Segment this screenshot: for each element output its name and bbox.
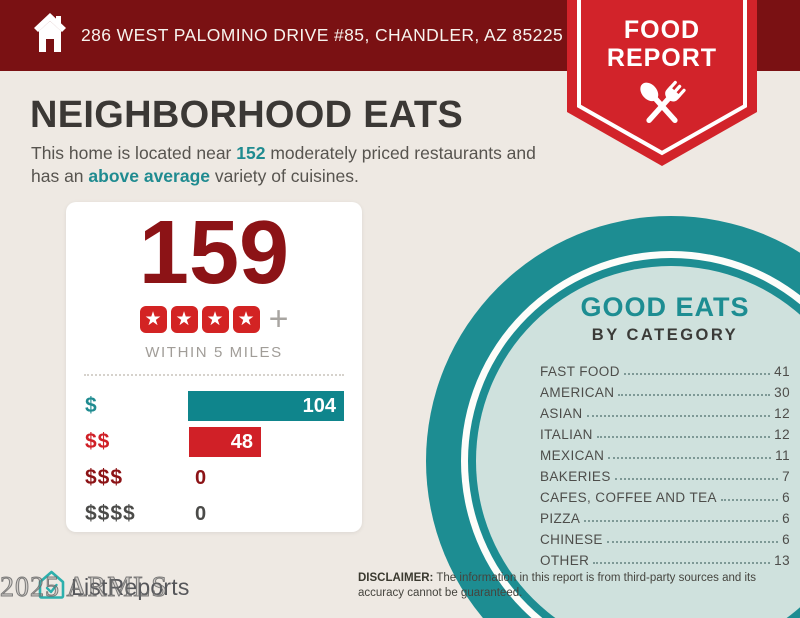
dotted-leader bbox=[586, 415, 771, 417]
price-row: $$$ 0 bbox=[85, 463, 344, 493]
house-icon bbox=[33, 12, 67, 59]
star-icon: ★ bbox=[170, 305, 198, 333]
dotted-leader bbox=[606, 541, 779, 543]
category-label: AMERICAN bbox=[540, 385, 615, 400]
badge-title-line1: FOOD bbox=[623, 16, 701, 44]
listreports-logo: ListReports bbox=[38, 570, 190, 604]
category-value: 7 bbox=[782, 469, 790, 484]
category-value: 6 bbox=[782, 532, 790, 547]
category-row: MEXICAN 11 bbox=[540, 442, 790, 463]
category-label: OTHER bbox=[540, 553, 590, 568]
star-icon: ★ bbox=[232, 305, 260, 333]
category-row: BAKERIES 7 bbox=[540, 463, 790, 484]
plus-icon: + bbox=[268, 300, 289, 338]
category-row: OTHER 13 bbox=[540, 547, 790, 568]
category-list: FAST FOOD 41 AMERICAN 30 ASIAN 12 ITALIAN 12 MEX… bbox=[540, 358, 790, 568]
price-bar-value: 48 bbox=[230, 430, 253, 453]
badge-pennant-shape bbox=[567, 0, 757, 166]
price-bar-chart: $104 $$ 48 $$$ 0 $$$$ 0 bbox=[85, 391, 344, 529]
good-eats-subtitle: BY CATEGORY bbox=[591, 326, 739, 344]
category-row: FAST FOOD 41 bbox=[540, 358, 790, 379]
divider bbox=[84, 374, 344, 376]
dotted-leader bbox=[596, 436, 771, 438]
variety-highlight: above average bbox=[88, 165, 211, 186]
restaurant-stats-card: 159 ★ ★ ★ ★ + WITHIN 5 MILES $104 $$ 48 $$$ 0 $$$… bbox=[66, 202, 362, 532]
crossed-spoon-fork-icon bbox=[630, 74, 694, 143]
disclaimer-text: The information in this report is from t… bbox=[358, 572, 756, 600]
category-value: 12 bbox=[774, 406, 790, 421]
price-row: $$ 48 bbox=[85, 427, 344, 457]
dotted-leader bbox=[584, 520, 779, 522]
intro-line1-suffix: moderately priced restaurants and bbox=[265, 143, 536, 163]
category-value: 41 bbox=[774, 364, 790, 379]
price-zero-value: 0 bbox=[195, 502, 207, 525]
star-icon: ★ bbox=[201, 305, 229, 333]
category-label: PIZZA bbox=[540, 511, 581, 526]
radius-label: WITHIN 5 MILES bbox=[145, 344, 283, 361]
page-title: NEIGHBORHOOD EATS bbox=[30, 94, 463, 136]
category-label: CAFES, COFFEE AND TEA bbox=[540, 490, 717, 505]
listreports-house-icon bbox=[38, 570, 65, 604]
price-zero-value: 0 bbox=[195, 466, 207, 489]
price-tier-label: $$$$ bbox=[85, 502, 136, 525]
restaurant-count: 152 bbox=[236, 143, 266, 163]
bar-track: 48 bbox=[189, 427, 344, 457]
property-address: 286 WEST PALOMINO DRIVE #85, CHANDLER, A… bbox=[81, 25, 564, 45]
category-value: 12 bbox=[774, 427, 790, 442]
total-restaurants: 159 bbox=[138, 203, 290, 303]
category-row: PIZZA 6 bbox=[540, 505, 790, 526]
price-row: $$$$ 0 bbox=[85, 499, 344, 529]
bar-track: 0 bbox=[189, 499, 344, 529]
category-row: ITALIAN 12 bbox=[540, 421, 790, 442]
price-row: $104 bbox=[85, 391, 344, 421]
category-value: 6 bbox=[782, 511, 790, 526]
dotted-leader bbox=[608, 457, 772, 459]
badge-title-line2: REPORT bbox=[606, 44, 718, 72]
badge-title: FOOD REPORT bbox=[567, 16, 757, 72]
star-icon: ★ bbox=[139, 305, 167, 333]
dotted-leader bbox=[614, 478, 779, 480]
good-eats-title: GOOD EATS bbox=[580, 292, 750, 322]
star-rating: ★ ★ ★ ★ + bbox=[66, 302, 362, 336]
disclaimer: DISCLAIMER: The information in this repo… bbox=[358, 571, 770, 601]
category-label: CHINESE bbox=[540, 532, 603, 547]
category-value: 11 bbox=[775, 448, 790, 463]
category-row: ASIAN 12 bbox=[540, 400, 790, 421]
intro-line1-prefix: This home is located near bbox=[31, 143, 237, 163]
price-tier-label: $ bbox=[85, 394, 98, 417]
disclaimer-label: DISCLAIMER: bbox=[358, 572, 434, 584]
category-row: CAFES, COFFEE AND TEA 6 bbox=[540, 484, 790, 505]
good-eats-content: GOOD EATS BY CATEGORY FAST FOOD 41 AMERICA… bbox=[540, 292, 790, 568]
dotted-leader bbox=[618, 394, 771, 396]
intro-line2-suffix: variety of cuisines. bbox=[210, 165, 359, 186]
bar-track: 104 bbox=[188, 391, 344, 421]
price-tier-label: $$$ bbox=[85, 466, 124, 489]
logo-text: ListReports bbox=[71, 573, 190, 600]
good-eats-circle: GOOD EATS BY CATEGORY FAST FOOD 41 AMERICA… bbox=[476, 266, 800, 618]
dotted-leader bbox=[623, 373, 771, 375]
food-report-badge: FOOD REPORT bbox=[567, 0, 757, 166]
price-bar-value: 104 bbox=[302, 394, 336, 417]
intro-text: This home is located near 152 moderately… bbox=[31, 142, 571, 188]
price-bar: 48 bbox=[189, 427, 261, 457]
category-value: 6 bbox=[782, 490, 790, 505]
price-bar: 104 bbox=[188, 391, 344, 421]
dotted-leader bbox=[593, 562, 771, 564]
category-label: BAKERIES bbox=[540, 469, 611, 484]
category-value: 30 bbox=[774, 385, 790, 400]
intro-line2-prefix: has an bbox=[31, 165, 89, 186]
category-value: 13 bbox=[774, 553, 790, 568]
category-label: MEXICAN bbox=[540, 448, 605, 463]
bar-track: 0 bbox=[189, 463, 344, 493]
category-label: ASIAN bbox=[540, 406, 583, 421]
category-row: AMERICAN 30 bbox=[540, 379, 790, 400]
dotted-leader bbox=[720, 499, 779, 501]
category-label: ITALIAN bbox=[540, 427, 593, 442]
category-label: FAST FOOD bbox=[540, 364, 620, 379]
category-row: CHINESE 6 bbox=[540, 526, 790, 547]
price-tier-label: $$ bbox=[85, 430, 111, 453]
